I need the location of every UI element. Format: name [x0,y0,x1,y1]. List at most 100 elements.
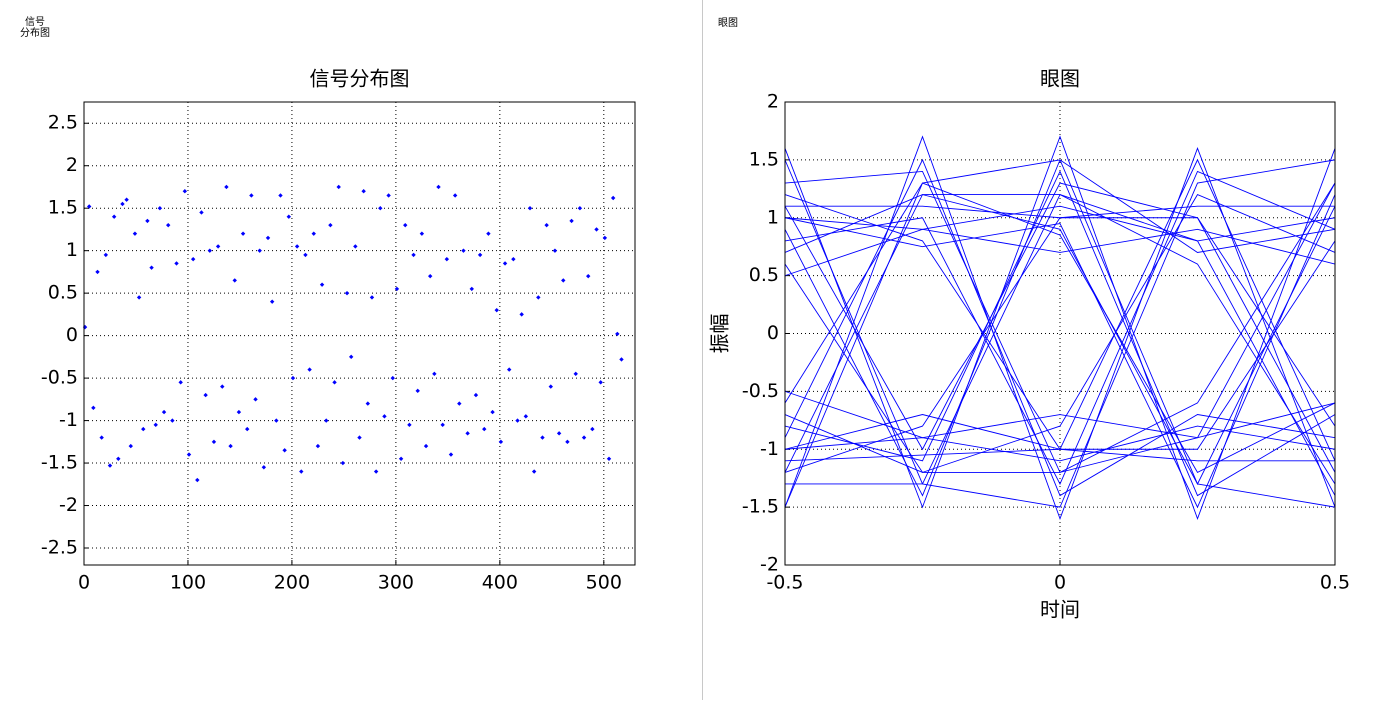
scatter-point [511,256,516,262]
scatter-point [107,463,113,468]
scatter-point [552,248,558,253]
scatter-point [432,371,437,377]
scatter-point [411,252,416,258]
scatter-point [282,448,287,453]
scatter-point [540,435,545,440]
scatter-point [261,465,267,470]
plot-area [84,102,635,565]
scatter-point [211,439,217,445]
scatter-point [382,414,387,419]
scatter-point [153,422,158,428]
scatter-point [536,295,541,300]
scatter-point [444,256,450,262]
scatter-point [124,197,129,202]
scatter-point [602,235,608,241]
scatter-point [619,357,624,362]
scatter-point [373,469,379,474]
scatter-point [190,256,196,262]
scatter-point [111,214,117,219]
scatter-point [490,409,495,415]
scatter-point [423,443,429,449]
scatter-point [157,205,163,211]
y-tick-label: 1.5 [749,148,779,170]
scatter-point [220,384,225,389]
axes-box [784,101,1336,566]
y-tick-label: 2 [66,154,78,176]
scatter-point [336,184,341,190]
scatter-point [120,201,125,207]
scatter-point [207,248,212,253]
plot-area [785,102,1335,565]
scatter-point [398,456,404,462]
scatter-point [403,222,408,228]
scatter-point [186,452,192,457]
scatter-point [465,431,470,436]
axes-box [83,101,636,566]
scatter-point [240,231,246,236]
y-tick-label: 1 [66,239,78,261]
scatter-point [344,290,350,296]
scatter-point [577,205,583,211]
x-axis-label: 时间 [1040,598,1080,622]
scatter-point [161,409,167,415]
scatter-point [436,184,441,190]
trace [785,205,1335,219]
trace [784,182,1336,473]
scatter-point [324,418,329,423]
scatter-point [415,388,420,394]
scatter-point [469,286,474,292]
trace [784,390,1336,439]
scatter-point [224,184,229,190]
scatter-point [581,435,587,440]
x-tick-label: 0.5 [1320,572,1350,594]
window-title: 分布图 [20,27,50,39]
scatter-point [556,431,562,436]
scatter-point [249,193,254,198]
scatter-point [141,426,146,432]
y-tick-label: 0.5 [749,264,779,286]
y-tick-label: -1.5 [41,452,78,474]
scatter-point [195,477,200,483]
trace [784,194,1336,473]
scatter-point [365,401,371,406]
scatter-point [561,278,566,283]
y-tick-label: -0.5 [41,367,78,389]
x-tick-label: 200 [274,572,310,594]
trace [784,194,1336,509]
y-tick-label: -1 [59,409,78,431]
scatter-point [369,295,375,300]
scatter-point [452,193,458,198]
trace [784,159,1336,508]
scatter-point [166,222,171,228]
y-tick-label: -0.5 [742,380,779,402]
y-tick-label: -2.5 [41,537,78,559]
trace [784,194,1336,485]
scatter-point [461,248,466,253]
scatter-point [116,456,121,462]
trace [784,228,1336,277]
x-tick-label: 0 [1054,572,1066,594]
trace [784,135,1336,521]
trace [784,158,1336,497]
scatter-point [473,392,479,398]
scatter-point [269,299,275,304]
scatter-point [174,261,179,266]
y-tick-label: 1.5 [48,197,78,219]
scatter-point [228,443,233,449]
scatter-point [86,204,92,209]
chart-title: 眼图 [1040,67,1080,91]
scatter-point [448,452,454,457]
scatter-point [319,282,325,287]
scatter-point [253,397,258,402]
scatter-point [386,193,391,198]
scatter-point [199,210,204,215]
y-tick-label: 2 [767,91,779,113]
scatter-point [178,380,183,385]
scatter-point [378,205,383,211]
scatter-point [215,244,221,249]
scatter-point [486,231,491,236]
scatter-point [299,469,304,474]
scatter-point [590,426,595,432]
y-tick-label: 2.5 [48,112,78,134]
scatter-point [340,460,346,466]
